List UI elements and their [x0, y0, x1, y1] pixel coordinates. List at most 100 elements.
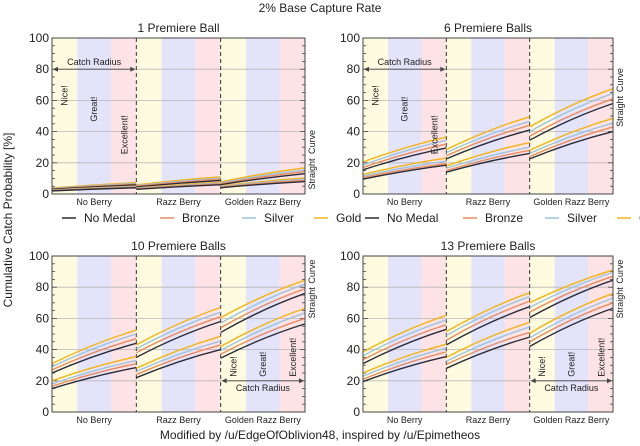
series-line-silver-straight	[529, 122, 614, 155]
throw-label-straight: Straight	[615, 287, 625, 319]
x-category-label: Razz Berry	[466, 415, 511, 425]
series-line-no-medal-curve	[362, 147, 447, 171]
series-line-no-medal-curve	[362, 328, 447, 365]
x-category-label: No Berry	[387, 197, 423, 207]
band-great	[471, 256, 505, 412]
series-line-no-medal-straight	[136, 348, 221, 379]
series-line-bronze-straight	[529, 302, 614, 343]
throw-label-straight: Straight	[307, 287, 317, 319]
y-tick-label: 80	[36, 62, 50, 76]
panel-title: 10 Premiere Balls	[131, 239, 226, 253]
catch-radius-label: Catch Radius	[378, 57, 433, 67]
plot-frame	[362, 37, 614, 195]
band-label-great: Great!	[566, 352, 576, 377]
y-tick-label: 60	[36, 93, 50, 107]
series-line-gold-straight	[529, 117, 614, 151]
legend-label: Silver	[567, 211, 597, 225]
band-label-great: Great!	[89, 97, 99, 122]
band-nice	[52, 38, 78, 194]
band-nice	[136, 38, 162, 194]
series-line-bronze-straight	[51, 362, 137, 387]
series-line-bronze-curve	[529, 275, 614, 313]
series-line-no-medal-straight	[362, 355, 447, 383]
y-tick-label: 80	[347, 62, 361, 76]
series-line-no-medal-straight	[51, 187, 137, 192]
series-line-silver-curve	[529, 271, 614, 309]
catch-radius-label: Catch Radius	[236, 383, 291, 393]
y-tick-label: 0	[42, 405, 49, 419]
band-label-excellent: Excellent!	[120, 115, 130, 154]
series-line-no-medal-straight	[362, 164, 447, 180]
panel-1: 0 20 40 60 80 100 No Berry Razz Berry Golden Raz…	[29, 21, 361, 225]
caption: Modified by /u/EdgeOfOblivion48, inspire…	[159, 428, 481, 442]
series-line-bronze-curve	[136, 316, 221, 354]
series-line-bronze-curve	[362, 143, 447, 169]
series-line-gold-curve	[529, 88, 614, 128]
series-line-gold-straight	[446, 141, 530, 167]
band-label-nice: Nice!	[537, 356, 547, 377]
band-excellent	[195, 256, 221, 412]
throw-label-straight: Straight	[307, 158, 317, 190]
panel-3: 0 20 40 60 80 100 No Berry Razz Berry Golden Raz…	[29, 239, 317, 425]
series-line-silver-curve	[136, 311, 221, 350]
x-category-label: Golden Razz Berry	[533, 197, 610, 207]
y-tick-label: 0	[353, 405, 360, 419]
plot-frame	[362, 255, 614, 413]
throw-label-curve: Curve	[307, 130, 317, 154]
band-great	[77, 38, 112, 194]
band-nice	[52, 256, 78, 412]
y-tick-label: 100	[29, 31, 49, 45]
arrow-head-right	[440, 66, 446, 72]
series-line-no-medal-curve	[220, 292, 306, 334]
band-nice	[220, 256, 246, 412]
legend-label: Bronze	[182, 211, 220, 225]
throw-label-curve: Curve	[615, 68, 625, 92]
series-line-silver-curve	[220, 169, 306, 184]
y-tick-label: 40	[36, 125, 50, 139]
panel-4: 0 20 40 60 80 100 No Berry Razz Berry Golden Raz…	[340, 239, 625, 425]
series-line-silver-curve	[446, 120, 530, 154]
series-line-bronze-straight	[136, 344, 221, 376]
series-line-no-medal-curve	[136, 179, 221, 188]
arrow-head-left	[53, 66, 58, 72]
y-tick-label: 0	[353, 187, 360, 201]
y-tick-label: 40	[36, 343, 50, 357]
series-line-gold-curve	[220, 279, 306, 319]
series-line-silver-straight	[51, 359, 137, 385]
band-great	[471, 38, 505, 194]
y-tick-label: 80	[36, 280, 50, 294]
throw-label-straight: Straight	[615, 95, 625, 127]
y-tick-label: 60	[347, 93, 361, 107]
x-category-label: Golden Razz Berry	[533, 415, 610, 425]
series-line-no-medal-curve	[220, 173, 306, 186]
series-line-gold-straight	[362, 157, 447, 176]
band-great	[245, 38, 280, 194]
panel-title: 1 Premiere Ball	[137, 21, 219, 35]
arrow-head-left	[364, 66, 369, 72]
band-label-nice: Nice!	[371, 85, 381, 106]
series-line-silver-curve	[445, 295, 530, 337]
series-line-no-medal-curve	[446, 129, 530, 160]
band-nice	[446, 38, 472, 194]
band-label-great: Great!	[400, 97, 410, 122]
series-line-silver-curve	[220, 283, 306, 324]
series-line-bronze-curve	[136, 178, 221, 187]
series-line-silver-curve	[529, 92, 614, 133]
series-line-silver-straight	[529, 297, 614, 339]
plot-frame	[51, 255, 306, 413]
y-tick-label: 20	[347, 156, 361, 170]
series-line-gold-curve	[362, 136, 447, 163]
band-label-excellent: Excellent!	[596, 338, 606, 377]
y-tick-label: 100	[340, 249, 360, 263]
series-line-no-medal-curve	[529, 102, 614, 141]
series-line-no-medal-straight	[446, 336, 530, 369]
y-tick-label: 60	[36, 311, 50, 325]
main-title: 2% Base Capture Rate	[258, 1, 382, 15]
series-line-silver-straight	[362, 160, 447, 177]
band-great	[388, 256, 422, 412]
x-category-label: Razz Berry	[466, 197, 511, 207]
series-line-silver-straight	[136, 340, 221, 373]
series-line-bronze-curve	[362, 323, 447, 361]
series-line-bronze-curve	[445, 300, 530, 341]
